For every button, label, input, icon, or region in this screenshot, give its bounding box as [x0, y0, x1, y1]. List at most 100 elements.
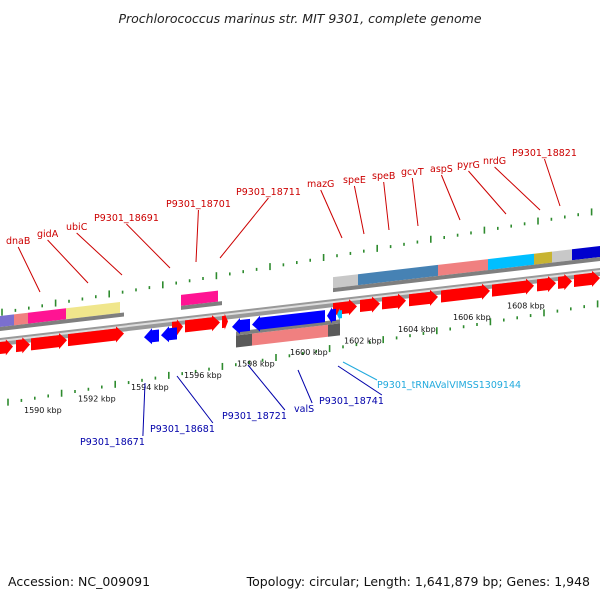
reverse-gene-label: P9301_18671 — [80, 437, 145, 448]
reverse-gene-arrow — [327, 307, 336, 324]
forward-gene-label: dnaB — [6, 236, 30, 247]
kbp-label: 1600 kbp — [290, 348, 328, 357]
reverse-gene-label: P9301_tRNAValVIMSS1309144 — [377, 380, 521, 391]
forward-gene-arrow — [68, 326, 124, 347]
forward-cds-box — [333, 274, 358, 289]
leader-line — [342, 361, 378, 381]
kbp-label: 1604 kbp — [398, 325, 436, 334]
kbp-label: 1592 kbp — [78, 394, 116, 403]
upper-tick-row — [1, 208, 593, 316]
forward-gene-label: nrdG — [483, 156, 506, 167]
forward-cds-box — [358, 271, 381, 286]
forward-cds-box — [406, 264, 438, 280]
forward-track-base — [333, 257, 600, 293]
leader-line — [411, 177, 419, 227]
leader-line — [353, 185, 365, 235]
leader-line — [176, 375, 214, 424]
reverse-gene-arrow — [232, 318, 250, 334]
forward-gene-label: P9301_18821 — [512, 148, 577, 159]
reverse-gene-label: P9301_18741 — [319, 396, 384, 407]
leader-line — [195, 209, 199, 263]
forward-gene-arrow — [31, 333, 67, 351]
forward-cds-box — [28, 308, 66, 324]
forward-gene-label: aspS — [430, 164, 453, 175]
leader-line — [126, 223, 171, 269]
forward-gene-arrow — [360, 296, 380, 313]
kbp-label: 1594 kbp — [131, 383, 169, 392]
leader-line — [543, 158, 561, 207]
leader-line — [337, 365, 383, 396]
leader-line — [297, 369, 313, 404]
forward-track-base — [181, 301, 222, 310]
forward-cds-box — [534, 251, 552, 265]
forward-gene-label: P9301_18701 — [166, 199, 231, 210]
forward-gene-label: P9301_18691 — [94, 213, 159, 224]
forward-gene-arrow — [441, 283, 490, 303]
leader-line — [468, 170, 507, 215]
accession-text: Accession: NC_009091 — [8, 574, 150, 589]
ruler-labels: 1590 kbp 1592 kbp 1594 kbp 1596 kbp 1598 kbp… — [24, 302, 545, 415]
forward-cds-box — [488, 253, 534, 271]
reverse-gene-arrow — [252, 310, 325, 332]
forward-gene-arrow — [558, 274, 572, 291]
kbp-label: 1608 kbp — [507, 302, 545, 311]
leader-line — [320, 189, 343, 239]
forward-cds-box — [438, 259, 488, 276]
forward-gene-label: speB — [372, 171, 395, 182]
leader-line — [219, 197, 269, 259]
forward-gene-arrow — [492, 278, 534, 297]
forward-cds-box — [381, 268, 406, 283]
forward-cds-box — [552, 249, 572, 263]
reverse-cds-box — [328, 323, 340, 337]
lower-tick-row — [7, 300, 599, 406]
reverse-cds-box — [252, 324, 328, 346]
kbp-label: 1596 kbp — [184, 371, 222, 380]
leader-line — [383, 181, 390, 231]
genome-summary-text: Topology: circular; Length: 1,641,879 bp… — [246, 574, 590, 589]
kbp-label: 1602 kbp — [344, 336, 382, 345]
forward-gene-label: gidA — [37, 229, 59, 240]
forward-cds-box — [14, 312, 28, 326]
kbp-label: 1590 kbp — [24, 406, 62, 415]
forward-gene-label: mazG — [307, 179, 334, 190]
trna-arrow — [337, 308, 342, 321]
forward-gene-label: P9301_18711 — [236, 187, 301, 198]
reverse-gene-arrow — [161, 326, 177, 343]
forward-gene-label: speE — [343, 175, 366, 186]
leader-line — [17, 246, 41, 293]
reverse-gene-arrow — [144, 328, 159, 345]
leader-line — [440, 174, 461, 221]
kbp-label: 1606 kbp — [453, 313, 491, 322]
forward-gene-arrow — [185, 315, 220, 333]
leader-line — [494, 166, 541, 211]
forward-gene-arrow — [382, 293, 406, 310]
map-title: Prochlorococcus marinus str. MIT 9301, c… — [118, 11, 481, 26]
reverse-gene-label: valS — [294, 404, 314, 415]
leader-line — [247, 364, 286, 411]
forward-gene-arrow — [222, 313, 228, 330]
forward-gene-arrow — [0, 339, 13, 356]
leader-line — [76, 232, 123, 276]
forward-track-base — [0, 312, 124, 331]
genome-backbone — [0, 268, 600, 346]
kbp-label: 1598 kbp — [237, 360, 275, 369]
forward-gene-arrow — [537, 276, 556, 293]
gene-features — [0, 246, 600, 356]
forward-cds-box — [572, 246, 600, 261]
forward-gene-arrow — [16, 337, 30, 354]
forward-cds-box — [66, 302, 120, 320]
leader-line — [47, 239, 89, 284]
forward-gene-label: ubiC — [66, 222, 88, 233]
reverse-gene-label: P9301_18681 — [150, 424, 215, 435]
forward-gene-label: pyrG — [457, 160, 480, 171]
reverse-gene-label: P9301_18721 — [222, 411, 287, 422]
forward-gene-arrow — [574, 270, 600, 288]
forward-gene-label: gcvT — [401, 167, 424, 178]
forward-cds-box — [181, 290, 218, 306]
forward-gene-arrow — [409, 289, 438, 307]
forward-cds-box — [0, 314, 14, 327]
leader-line — [142, 382, 146, 437]
gene-labels: dnaB gidA ubiC P9301_18691 P9301_18701 P9301_… — [6, 148, 577, 448]
reverse-cds-box — [236, 333, 252, 348]
